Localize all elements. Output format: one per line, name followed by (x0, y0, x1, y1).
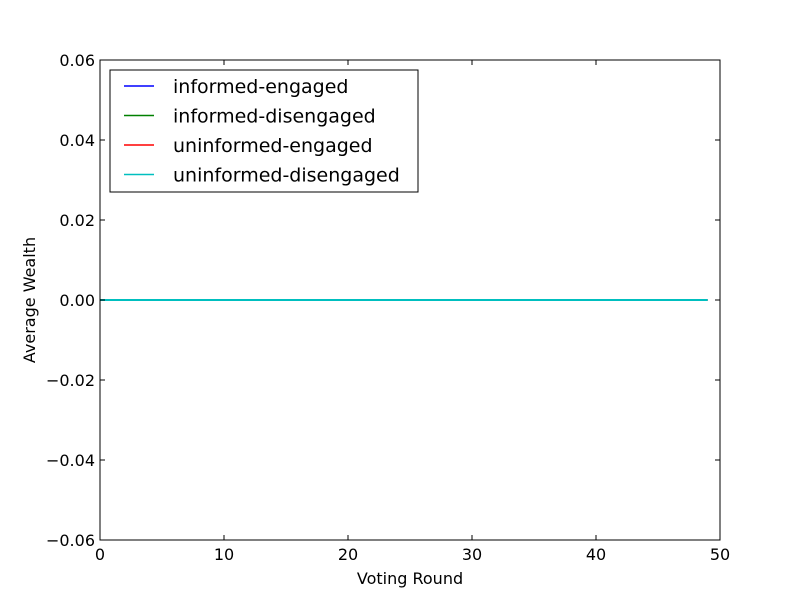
y-tick-label: −0.06 (46, 531, 95, 550)
x-axis-label: Voting Round (357, 569, 463, 588)
y-tick-label: 0.06 (59, 51, 95, 70)
x-tick-label: 0 (95, 545, 105, 564)
y-tick-label: −0.02 (46, 371, 95, 390)
plot-frame (99, 59, 721, 541)
y-tick-label: 0.02 (59, 211, 95, 230)
y-tick-label: 0.00 (59, 291, 95, 310)
y-tick-label: 0.04 (59, 131, 95, 150)
y-tick-label: −0.04 (46, 451, 95, 470)
y-axis-label: Average Wealth (20, 237, 39, 363)
legend-label-uninformed-engaged: uninformed-engaged (173, 135, 373, 157)
legend-label-informed-disengaged: informed-disengaged (173, 106, 376, 128)
x-tick-label: 10 (214, 545, 234, 564)
x-tick-label: 50 (710, 545, 730, 564)
legend-label-uninformed-disengaged: uninformed-disengaged (173, 165, 400, 187)
x-tick-label: 20 (338, 545, 358, 564)
legend: informed-engaged informed-disengaged uninf… (109, 69, 419, 193)
x-tick-label: 40 (586, 545, 606, 564)
legend-box (109, 69, 419, 193)
x-tick-label: 30 (462, 545, 482, 564)
legend-label-informed-engaged: informed-engaged (173, 76, 348, 98)
ticks-layer: 0 10 20 30 40 50 −0.06 −0.04 −0.02 0.00 0.02 0.04 0.… (46, 51, 730, 564)
